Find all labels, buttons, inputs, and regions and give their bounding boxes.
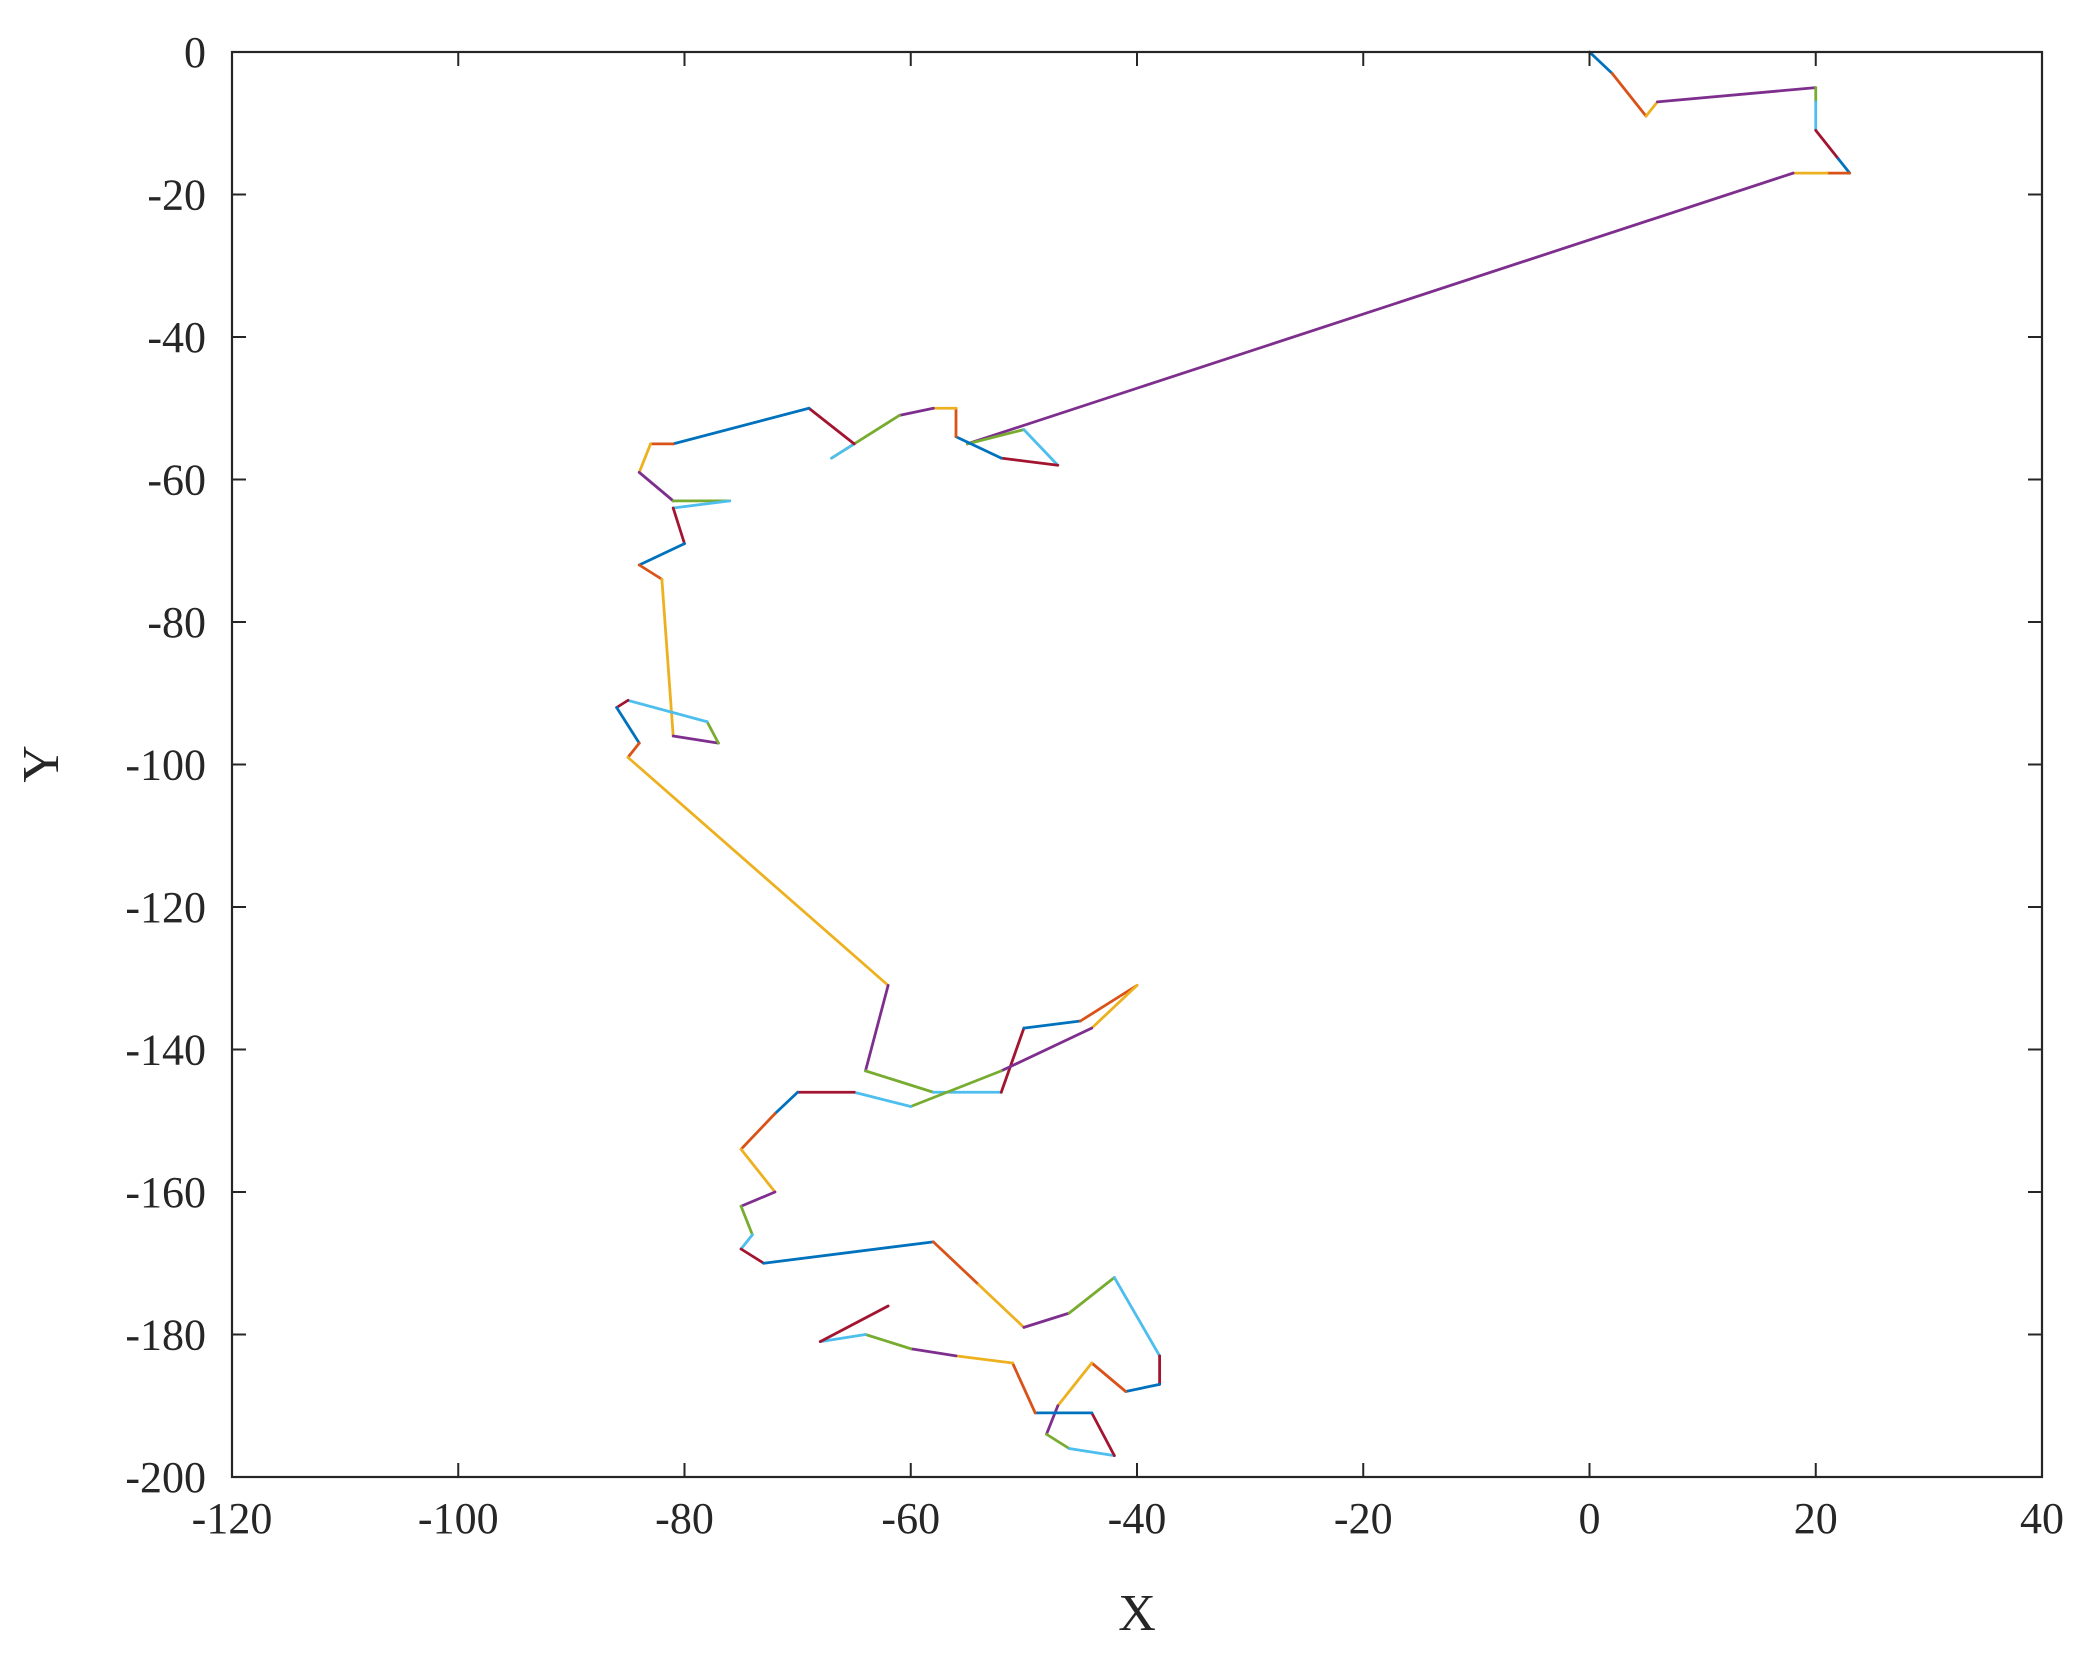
x-tick-label: -80 (655, 1494, 714, 1543)
trajectory-segment (671, 734, 720, 745)
trajectory-segment (909, 1069, 1003, 1108)
plot-area-frame (230, 50, 2044, 1479)
x-axis-ticks: -120 -100 -80 -60 -40 -20 0 20 40 (192, 52, 2064, 1543)
trajectory-segment (626, 755, 890, 987)
trajectory-segment (965, 171, 1795, 446)
trajectory-segment (773, 1090, 800, 1116)
trajectory-segment (999, 1026, 1094, 1073)
trajectory-segment (1067, 1276, 1116, 1315)
trajectory-segment (931, 1240, 981, 1287)
trajectory-segment (807, 406, 856, 446)
trajectory-segment (864, 1333, 913, 1351)
x-tick-label: -120 (192, 1494, 273, 1543)
trajectory-segment (615, 706, 641, 745)
trajectory-segment (852, 1090, 913, 1108)
trajectory-segment (1011, 1361, 1037, 1415)
x-tick-label: 0 (1579, 1494, 1601, 1543)
trajectory-segment (637, 442, 652, 474)
trajectory-segment (1090, 1411, 1116, 1458)
trajectory-segment (739, 1190, 777, 1208)
y-tick-label: -200 (125, 1453, 206, 1502)
y-tick-label: -20 (147, 171, 206, 220)
x-tick-label: -40 (1108, 1494, 1167, 1543)
trajectory-segment (1610, 71, 1648, 118)
y-axis-label: Y (13, 745, 70, 783)
trajectory-segment (671, 499, 732, 510)
trajectory-segment (909, 1347, 958, 1358)
trajectory-segment (1588, 50, 1614, 75)
trajectory-segment (1079, 983, 1139, 1023)
trajectory-segment (1022, 428, 1060, 467)
trajectory-segment (739, 1147, 777, 1194)
x-axis-label: X (1118, 1585, 1156, 1642)
trajectory-segment (1022, 1311, 1071, 1329)
trajectory-segment (1045, 1432, 1071, 1450)
x-tick-label: 20 (1794, 1494, 1838, 1543)
x-tick-label: -100 (418, 1494, 499, 1543)
x-tick-label: -60 (881, 1494, 940, 1543)
y-tick-label: -100 (125, 741, 206, 790)
y-tick-label: -120 (125, 883, 206, 932)
trajectory-segment (626, 741, 641, 759)
trajectory-segment (615, 698, 630, 709)
trajectory-segment (864, 983, 890, 1073)
trajectory-segment (1090, 983, 1139, 1030)
trajectory-segment (739, 1247, 766, 1265)
y-tick-label: -160 (125, 1168, 206, 1217)
trajectory-segment (1655, 86, 1818, 104)
trajectory-segment (818, 1304, 890, 1344)
trajectory-segment (898, 406, 935, 417)
trajectory-segment (1045, 1404, 1060, 1436)
trajectory-segment (626, 698, 709, 724)
y-tick-label: -40 (147, 313, 206, 362)
trajectory-segment (705, 720, 720, 745)
trajectory-segment (1022, 1019, 1082, 1030)
y-tick-label: -60 (147, 456, 206, 505)
trajectory-segment (1644, 100, 1659, 118)
trajectory-segment (637, 470, 675, 503)
trajectory-segment (954, 1354, 1014, 1365)
trajectory-segment (671, 406, 811, 446)
y-tick-label: 0 (184, 28, 206, 77)
trajectory-segment (965, 428, 1026, 446)
y-tick-label: -80 (147, 598, 206, 647)
trajectory-segment (830, 442, 856, 460)
trajectory-segment (818, 1333, 867, 1344)
trajectory-segment (739, 1233, 754, 1251)
trajectory-segment (1124, 1382, 1162, 1393)
trajectory-segment (637, 563, 664, 581)
trajectory-segment (999, 456, 1060, 467)
trajectory-segment (1056, 1361, 1094, 1408)
trajectory-segment (999, 1026, 1026, 1094)
trajectory-segment (762, 1240, 935, 1265)
y-axis-ticks: 0 -20 -40 -60 -80 -100 -120 -140 -160 -180 -200 (125, 28, 2042, 1502)
trajectory-series (615, 50, 1852, 1458)
trajectory-segment (739, 1112, 777, 1151)
x-tick-label: -20 (1334, 1494, 1393, 1543)
y-tick-label: -140 (125, 1026, 206, 1075)
trajectory-segment (660, 577, 675, 738)
trajectory-segment (637, 542, 686, 567)
x-tick-label: 40 (2020, 1494, 2064, 1543)
trajectory-segment (1067, 1447, 1116, 1458)
trajectory-segment (977, 1283, 1026, 1329)
trajectory-segment (671, 506, 686, 546)
trajectory-segment (954, 435, 1003, 460)
trajectory-segment (1090, 1361, 1128, 1393)
trajectory-segment (1112, 1276, 1162, 1358)
trajectory-segment (1836, 157, 1852, 175)
trajectory-segment (739, 1204, 754, 1237)
trajectory-segment (864, 1069, 935, 1094)
trajectory-segment (1814, 128, 1840, 161)
y-tick-label: -180 (125, 1311, 206, 1360)
